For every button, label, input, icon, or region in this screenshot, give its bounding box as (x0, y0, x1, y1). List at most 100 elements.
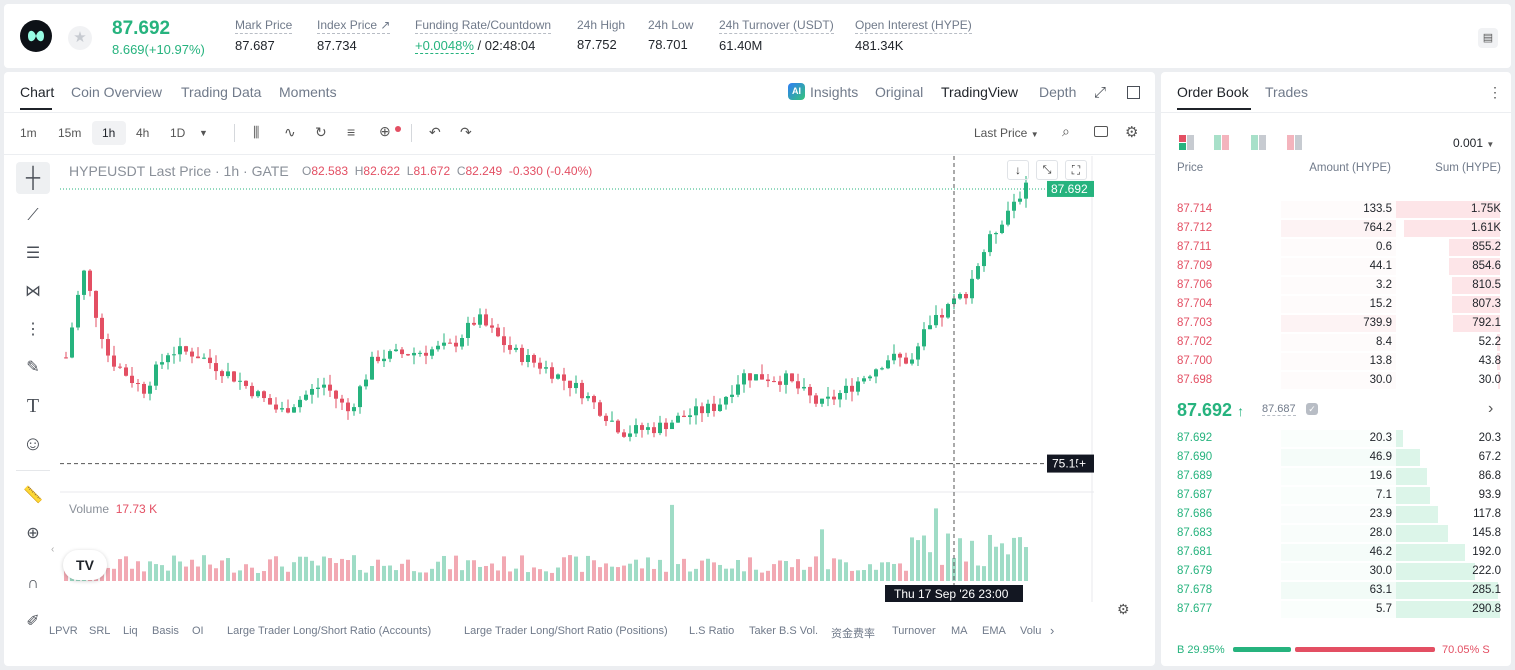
indicator-taker-vol[interactable]: Taker B.S Vol. (749, 625, 819, 637)
search-icon[interactable]: ⌕ (1062, 123, 1070, 139)
price-type-select[interactable]: Last Price ▼ (974, 126, 1039, 140)
emoji-icon[interactable]: ☺ (22, 433, 44, 455)
view-original[interactable]: Original (875, 84, 924, 100)
indicator-liq[interactable]: Liq (123, 625, 138, 637)
volume-bar (256, 572, 260, 581)
indicator-volume[interactable]: Volu (1020, 625, 1042, 637)
bid-row[interactable]: 87.681 46.2 192.0 (1161, 543, 1511, 562)
tab-moments[interactable]: Moments (279, 84, 337, 100)
camera-icon[interactable] (1094, 126, 1108, 137)
candle-body (814, 395, 818, 404)
zoom-in-icon[interactable]: ⊕ (26, 525, 40, 542)
fib-icon[interactable]: ⋮ (25, 321, 41, 338)
view-tradingview[interactable]: TradingView (941, 84, 1019, 100)
bid-row[interactable]: 87.690 46.9 67.2 (1161, 448, 1511, 467)
scroll-down-icon[interactable]: ↓ (1007, 160, 1029, 180)
bid-row[interactable]: 87.686 23.9 117.8 (1161, 505, 1511, 524)
undo-icon[interactable]: ↶ (429, 124, 441, 140)
redo-icon[interactable]: ↷ (460, 124, 472, 140)
indicator-turnover[interactable]: Turnover (892, 625, 936, 637)
precision-select[interactable]: 0.001 ▼ (1453, 136, 1494, 150)
stat-open-interest[interactable]: Open Interest (HYPE) 481.34K (855, 18, 972, 53)
interval-1m[interactable]: 1m (20, 126, 37, 140)
legend-close: 82.249 (465, 164, 503, 178)
templates-icon[interactable]: ≡ (347, 124, 356, 140)
collapse-icon[interactable]: ⤡ (1036, 160, 1058, 180)
expand-icon[interactable]: ⤢ (1094, 84, 1107, 101)
ask-row[interactable]: 87.703 739.9 792.1 (1161, 314, 1511, 333)
indicator-lt-accounts[interactable]: Large Trader Long/Short Ratio (Accounts) (227, 625, 432, 637)
bid-row[interactable]: 87.692 20.3 20.3 (1161, 429, 1511, 448)
bid-row[interactable]: 87.678 63.1 285.1 (1161, 581, 1511, 600)
window-icon[interactable] (1127, 86, 1140, 99)
crosshair-icon[interactable]: ┼ (16, 162, 50, 194)
view-insights[interactable]: Insights (810, 84, 859, 100)
ask-row[interactable]: 87.712 764.2 1.61K (1161, 219, 1511, 238)
ask-row[interactable]: 87.702 8.4 52.2 (1161, 333, 1511, 352)
interval-1d[interactable]: 1D (170, 126, 186, 140)
chevron-right-icon[interactable]: › (1488, 400, 1494, 417)
indicator-ls-ratio[interactable]: L.S Ratio (689, 625, 735, 637)
indicator-basis[interactable]: Basis (152, 625, 179, 637)
candlestick-chart[interactable]: 86.00084.00082.00080.00078.00076.00074.0… (60, 156, 1094, 602)
indicator-lpvr[interactable]: LPVR (49, 625, 78, 637)
ask-row[interactable]: 87.709 44.1 854.6 (1161, 257, 1511, 276)
pattern-icon[interactable]: ⋈ (25, 283, 41, 300)
interval-4h[interactable]: 4h (136, 126, 150, 140)
horizontal-lines-icon[interactable]: ☰ (25, 245, 41, 262)
interval-1h[interactable]: 1h (102, 126, 116, 140)
lock-draw-icon[interactable]: ✐ (26, 613, 40, 630)
interval-15m[interactable]: 15m (58, 126, 82, 140)
fullscreen-icon[interactable]: ⛶ (1065, 160, 1087, 180)
indicator-funding-rate[interactable]: 资金费率 (831, 628, 875, 640)
refresh-icon[interactable]: ↻ (315, 124, 327, 140)
indicator-lt-positions[interactable]: Large Trader Long/Short Ratio (Positions… (464, 625, 668, 637)
tab-order-book[interactable]: Order Book (1177, 84, 1249, 100)
tab-trades[interactable]: Trades (1265, 84, 1309, 100)
indicator-oi[interactable]: OI (192, 625, 204, 637)
tab-coin-overview[interactable]: Coin Overview (71, 84, 163, 100)
indicators-next-icon[interactable]: › (1050, 623, 1055, 638)
ask-row[interactable]: 87.700 13.8 43.8 (1161, 352, 1511, 371)
book-icon[interactable]: ▤ (1478, 28, 1498, 48)
trend-line-icon[interactable]: ⟋ (27, 207, 39, 224)
ask-row[interactable]: 87.698 30.0 30.0 (1161, 371, 1511, 390)
stat-funding-rate[interactable]: Funding Rate/Countdown +0.0048% / 02:48:… (415, 18, 552, 54)
candle-body (100, 317, 104, 340)
view-depth[interactable]: Depth (1039, 84, 1077, 100)
ask-row[interactable]: 87.714 133.5 1.75K (1161, 200, 1511, 219)
bid-row[interactable]: 87.683 28.0 145.8 (1161, 524, 1511, 543)
tab-trading-data[interactable]: Trading Data (181, 84, 262, 100)
candle-type-icon[interactable]: ⫼ (253, 124, 260, 140)
text-tool-icon[interactable]: T (26, 395, 40, 417)
bid-row[interactable]: 87.687 7.1 93.9 (1161, 486, 1511, 505)
chart-settings-icon[interactable]: ⚙ (1117, 601, 1130, 617)
ask-row[interactable]: 87.706 3.2 810.5 (1161, 276, 1511, 295)
indicators-icon[interactable]: ∿ (284, 124, 296, 140)
indicator-srl[interactable]: SRL (89, 625, 111, 637)
magnet-icon[interactable]: ∩ (27, 575, 39, 592)
add-indicator-icon[interactable]: ⊕ (379, 123, 391, 139)
ask-row[interactable]: 87.711 0.6 855.2 (1161, 238, 1511, 257)
volume-bar (484, 565, 488, 581)
volume-bar (736, 559, 740, 581)
ruler-icon[interactable]: 📏 (23, 487, 43, 504)
ask-row[interactable]: 87.704 15.2 807.3 (1161, 295, 1511, 314)
ob-mark-price[interactable]: 87.687 (1262, 403, 1296, 416)
bid-row[interactable]: 87.679 30.0 222.0 (1161, 562, 1511, 581)
candle-body (430, 349, 434, 356)
indicator-ema[interactable]: EMA (982, 625, 1006, 637)
stat-index-price[interactable]: Index Price ↗ 87.734 (317, 18, 391, 53)
brush-icon[interactable]: ✎ (26, 359, 40, 376)
collapse-left-icon[interactable]: ‹ (51, 544, 55, 555)
tab-chart[interactable]: Chart (20, 84, 55, 100)
more-options-icon[interactable]: ⋮ (1488, 84, 1502, 100)
bid-row[interactable]: 87.677 5.7 290.8 (1161, 600, 1511, 619)
settings-gear-icon[interactable]: ⚙ (1125, 124, 1139, 141)
stat-mark-price[interactable]: Mark Price 87.687 (235, 18, 293, 53)
stat-24h-turnover[interactable]: 24h Turnover (USDT) 61.40M (719, 18, 834, 53)
bid-row[interactable]: 87.689 19.6 86.8 (1161, 467, 1511, 486)
interval-dropdown-icon[interactable]: ▼ (199, 128, 208, 138)
favorite-star-icon[interactable]: ★ (68, 26, 92, 50)
indicator-ma[interactable]: MA (951, 625, 968, 637)
